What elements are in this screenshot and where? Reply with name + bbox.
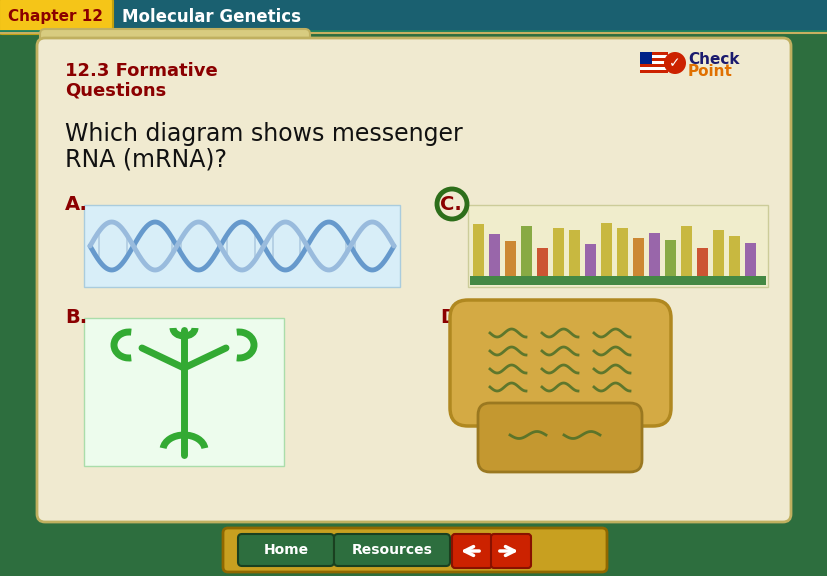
Circle shape — [663, 52, 686, 74]
FancyBboxPatch shape — [489, 234, 500, 276]
Text: Home: Home — [263, 543, 308, 557]
FancyBboxPatch shape — [600, 223, 611, 276]
FancyBboxPatch shape — [84, 318, 284, 466]
Text: Chapter 12: Chapter 12 — [8, 9, 103, 25]
Text: Resources: Resources — [351, 543, 432, 557]
FancyBboxPatch shape — [84, 205, 399, 287]
FancyBboxPatch shape — [0, 0, 112, 34]
Text: 12.3 Formative: 12.3 Formative — [65, 62, 218, 80]
Text: C.: C. — [439, 195, 461, 214]
FancyBboxPatch shape — [520, 226, 532, 276]
FancyBboxPatch shape — [648, 233, 659, 276]
Text: B.: B. — [65, 308, 87, 327]
FancyBboxPatch shape — [639, 58, 667, 61]
FancyBboxPatch shape — [639, 52, 667, 55]
FancyBboxPatch shape — [0, 0, 827, 32]
Text: ✓: ✓ — [668, 56, 680, 70]
FancyBboxPatch shape — [585, 244, 595, 276]
FancyBboxPatch shape — [449, 300, 670, 426]
FancyBboxPatch shape — [333, 534, 449, 566]
FancyBboxPatch shape — [452, 534, 491, 568]
FancyBboxPatch shape — [664, 240, 675, 276]
FancyBboxPatch shape — [467, 205, 767, 287]
FancyBboxPatch shape — [40, 29, 309, 87]
FancyBboxPatch shape — [37, 38, 790, 522]
FancyBboxPatch shape — [639, 55, 667, 58]
FancyBboxPatch shape — [639, 52, 651, 64]
FancyBboxPatch shape — [490, 534, 530, 568]
Text: Check: Check — [687, 52, 739, 67]
FancyBboxPatch shape — [728, 236, 739, 276]
Text: Point: Point — [687, 63, 732, 78]
FancyBboxPatch shape — [680, 226, 691, 276]
FancyBboxPatch shape — [712, 230, 723, 276]
Text: A.: A. — [65, 195, 88, 214]
FancyBboxPatch shape — [222, 528, 606, 572]
FancyBboxPatch shape — [616, 228, 627, 276]
Text: RNA (mRNA)?: RNA (mRNA)? — [65, 148, 227, 172]
Text: Molecular Genetics: Molecular Genetics — [122, 8, 301, 26]
Text: Which diagram shows messenger: Which diagram shows messenger — [65, 122, 462, 146]
FancyBboxPatch shape — [568, 230, 579, 276]
FancyBboxPatch shape — [477, 403, 641, 472]
FancyBboxPatch shape — [696, 248, 707, 276]
FancyBboxPatch shape — [470, 276, 765, 285]
FancyBboxPatch shape — [639, 67, 667, 70]
FancyBboxPatch shape — [504, 241, 515, 276]
FancyBboxPatch shape — [472, 224, 484, 276]
FancyBboxPatch shape — [537, 248, 547, 276]
Text: D.: D. — [439, 308, 463, 327]
Text: Questions: Questions — [65, 82, 166, 100]
FancyBboxPatch shape — [639, 70, 667, 73]
FancyBboxPatch shape — [552, 228, 563, 276]
FancyBboxPatch shape — [237, 534, 333, 566]
FancyBboxPatch shape — [639, 61, 667, 64]
FancyBboxPatch shape — [632, 238, 643, 276]
FancyBboxPatch shape — [639, 64, 667, 67]
FancyBboxPatch shape — [744, 243, 755, 276]
